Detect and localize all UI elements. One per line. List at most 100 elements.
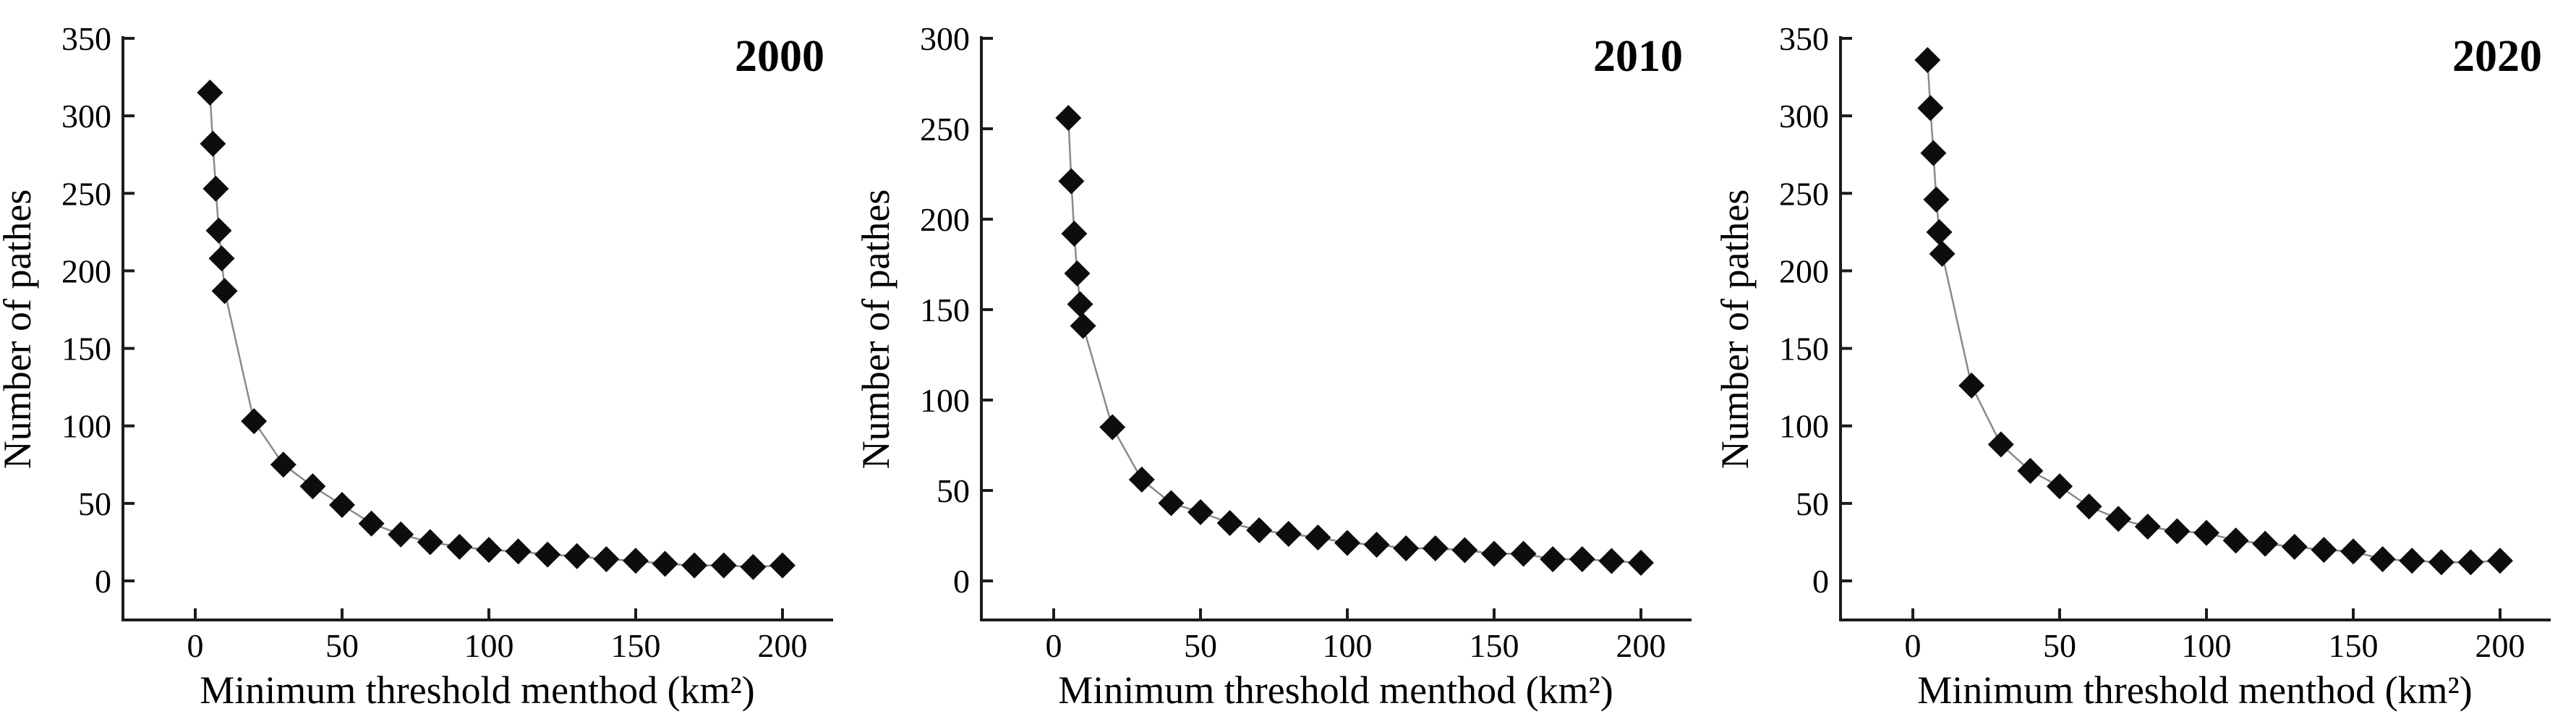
y-tick-label: 100 (1779, 408, 1829, 445)
y-tick-label: 300 (1779, 98, 1829, 135)
x-tick-label: 150 (2328, 627, 2378, 664)
data-point-marker (202, 175, 229, 202)
y-tick-label: 250 (920, 111, 970, 148)
series-line (1067, 117, 1642, 564)
y-tick-label: 0 (1812, 563, 1829, 600)
x-tick-label: 0 (1904, 627, 1921, 664)
data-point-marker (2251, 530, 2278, 557)
data-point-marker (1187, 498, 1214, 525)
data-point-marker (1276, 520, 1302, 547)
data-point-marker (2193, 519, 2219, 546)
data-point-marker (1070, 313, 1096, 339)
scatter-chart-2020: 0 50 100 150 200 250 300 350 0 50 100 150 200 Number… (1718, 20, 2551, 712)
plot-area: 0 50 100 150 200 250 300 0 50 100 150 200 (920, 20, 1692, 664)
y-tick-label: 300 (61, 98, 111, 135)
plot-area: 0 50 100 150 200 250 300 350 0 50 100 150 200 (61, 20, 833, 664)
data-point-marker (1129, 466, 1156, 493)
data-point-marker (1914, 47, 1940, 74)
series-line (1926, 59, 2500, 564)
data-point-marker (1246, 517, 1273, 543)
data-point-marker (2134, 513, 2161, 540)
y-axis-title: Number of pathes (858, 190, 897, 469)
year-label: 2020 (2452, 32, 2542, 81)
x-tick-label: 150 (1470, 627, 1519, 664)
data-point-marker (2017, 457, 2044, 484)
data-point-marker (2340, 538, 2366, 565)
data-point-marker (2457, 549, 2484, 576)
y-tick-label: 200 (1779, 252, 1829, 289)
data-point-marker (2222, 527, 2249, 554)
data-point-marker (652, 551, 678, 577)
data-point-marker (1334, 530, 1361, 556)
x-tick-label: 50 (325, 627, 359, 664)
data-point-marker (1055, 105, 1082, 132)
data-point-marker (563, 543, 590, 569)
data-point-marker (241, 408, 268, 435)
y-tick-label: 100 (61, 408, 111, 445)
data-point-marker (197, 80, 223, 106)
x-tick-label: 100 (464, 627, 514, 664)
y-tick-label: 200 (920, 201, 970, 238)
data-point-marker (2428, 549, 2455, 576)
y-tick-label: 50 (1796, 485, 1829, 522)
data-point-marker (211, 278, 238, 305)
data-point-marker (1423, 535, 1449, 561)
y-axis-title: Number of pathes (0, 190, 39, 469)
data-point-marker (1064, 260, 1091, 287)
data-point-marker (1363, 531, 1390, 558)
data-point-marker (1923, 186, 1950, 213)
x-tick-label: 0 (1046, 627, 1062, 664)
y-tick-label: 50 (78, 485, 111, 522)
y-tick-label: 200 (61, 252, 111, 289)
y-tick-label: 50 (937, 472, 970, 509)
data-point-marker (299, 473, 326, 500)
data-point-marker (593, 545, 620, 572)
data-point-marker (2104, 506, 2131, 532)
data-point-marker (1540, 545, 1566, 572)
data-point-marker (681, 552, 708, 579)
year-label: 2010 (1593, 32, 1683, 81)
data-point-marker (1628, 549, 1655, 576)
chart-panel-2010: 0 50 100 150 200 250 300 0 50 100 150 200 Number of… (858, 0, 1717, 714)
x-tick-label: 100 (2181, 627, 2231, 664)
data-point-marker (1987, 431, 2014, 458)
data-point-marker (2486, 548, 2513, 574)
x-axis-title: Minimum threshold menthod (km²) (200, 668, 754, 712)
data-point-marker (740, 553, 767, 580)
data-point-marker (1920, 140, 1947, 166)
x-axis-title: Minimum threshold menthod (km²) (1059, 668, 1613, 712)
data-point-marker (208, 245, 235, 272)
data-point-marker (1917, 95, 1944, 122)
data-point-marker (358, 510, 385, 537)
data-point-marker (1393, 535, 1420, 561)
data-point-marker (475, 537, 502, 564)
data-point-marker (1305, 524, 1331, 551)
data-point-marker (1158, 490, 1185, 517)
chart-panel-2020: 0 50 100 150 200 250 300 350 0 50 100 150 200 Number… (1718, 0, 2576, 714)
x-tick-label: 200 (1616, 627, 1666, 664)
x-tick-label: 0 (187, 627, 203, 664)
data-point-marker (200, 130, 226, 157)
chart-panel-2000: 0 50 100 150 200 250 300 350 0 50 100 150 200 Number… (0, 0, 858, 714)
x-tick-label: 200 (2475, 627, 2525, 664)
data-point-marker (1958, 372, 1984, 399)
data-point-marker (1929, 240, 1956, 267)
y-tick-label: 0 (953, 563, 970, 600)
data-point-marker (1099, 414, 1126, 441)
data-point-marker (622, 548, 649, 574)
data-point-marker (769, 552, 796, 579)
data-point-marker (270, 451, 297, 478)
data-point-marker (1067, 291, 1093, 318)
y-tick-label: 300 (920, 20, 970, 57)
data-point-marker (1216, 509, 1243, 536)
y-axis-title: Number of pathes (1718, 190, 1757, 469)
data-point-marker (2164, 518, 2191, 545)
data-point-marker (1061, 221, 1088, 247)
data-point-marker (534, 541, 561, 568)
data-point-marker (2046, 473, 2073, 500)
y-tick-label: 150 (920, 292, 970, 328)
year-label: 2000 (735, 32, 824, 81)
x-tick-label: 50 (1184, 627, 1217, 664)
y-tick-label: 150 (61, 331, 111, 367)
